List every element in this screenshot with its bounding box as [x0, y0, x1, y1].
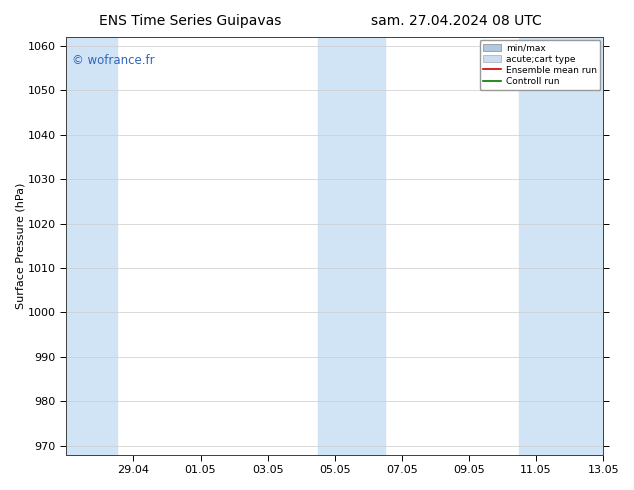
Legend: min/max, acute;cart type, Ensemble mean run, Controll run: min/max, acute;cart type, Ensemble mean …: [480, 40, 600, 90]
Y-axis label: Surface Pressure (hPa): Surface Pressure (hPa): [15, 183, 25, 309]
Bar: [318, 37, 385, 455]
Bar: [519, 37, 603, 455]
Bar: [67, 37, 117, 455]
Text: ENS Time Series Guipavas: ENS Time Series Guipavas: [99, 14, 281, 28]
Text: sam. 27.04.2024 08 UTC: sam. 27.04.2024 08 UTC: [371, 14, 542, 28]
Text: © wofrance.fr: © wofrance.fr: [72, 54, 154, 67]
